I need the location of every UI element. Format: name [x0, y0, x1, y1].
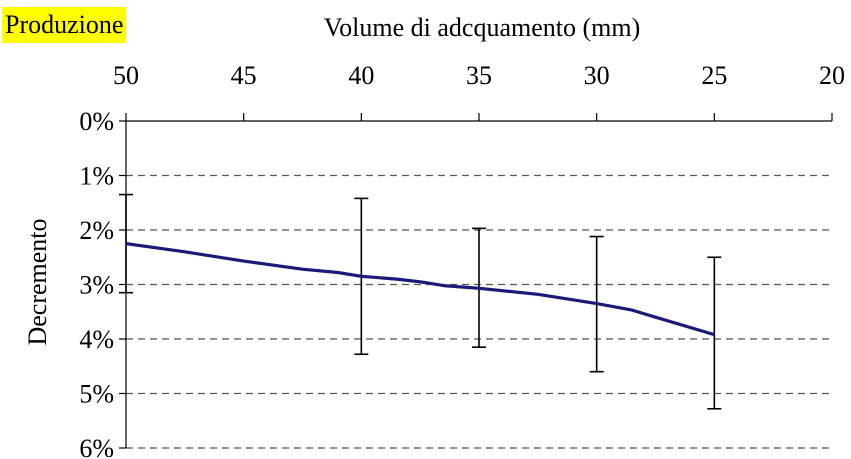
x-tick-label-1: 45	[231, 61, 257, 90]
y-tick-label-4: 4%	[79, 325, 114, 354]
y-tick-label-5: 5%	[79, 380, 114, 409]
series-line-0	[125, 242, 715, 337]
x-tick-label-0: 50	[113, 61, 139, 90]
series-lines	[125, 242, 715, 337]
y-axis-title: Decremento	[23, 218, 52, 345]
x-axis-title: Volume di adcquamento (mm)	[324, 13, 641, 42]
y-tick-label-0: 0%	[79, 107, 114, 136]
y-tick-label-6: 6%	[79, 434, 114, 459]
tick-labels: 50 45 40 35 30 25 20 0% 1% 2% 3% 4% 5% 6%	[79, 61, 845, 459]
y-tick-label-1: 1%	[79, 162, 114, 191]
x-tick-label-3: 35	[466, 61, 492, 90]
error-bars	[119, 193, 722, 410]
y-tick-label-2: 2%	[79, 216, 114, 245]
x-tick-label-5: 25	[701, 61, 727, 90]
x-tick-label-6: 20	[819, 61, 845, 90]
production-badge: Produzione	[2, 7, 127, 43]
x-tick-label-4: 30	[584, 61, 610, 90]
axes	[119, 113, 833, 449]
x-tick-label-2: 40	[348, 61, 374, 90]
y-tick-label-3: 3%	[79, 271, 114, 300]
